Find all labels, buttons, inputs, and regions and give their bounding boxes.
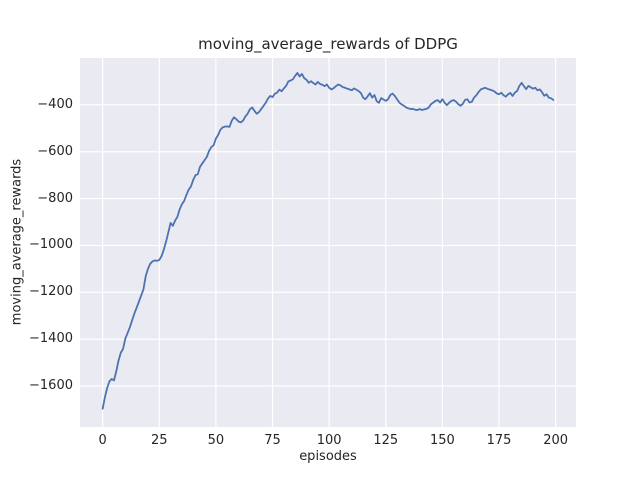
x-tick-label: 125 — [373, 433, 399, 448]
x-tick-label: 175 — [486, 433, 512, 448]
x-tick-label: 200 — [543, 433, 569, 448]
y-tick-label: −600 — [37, 143, 73, 159]
x-tick-label: 150 — [429, 433, 455, 448]
plot-area — [80, 58, 576, 427]
y-tick-label: −1200 — [29, 284, 73, 300]
x-axis-label: episodes — [299, 449, 357, 464]
x-tick-label: 100 — [316, 433, 342, 448]
x-tick-label: 75 — [264, 433, 281, 448]
y-tick-label: −400 — [37, 96, 73, 112]
y-axis-label: moving_average_rewards — [9, 158, 25, 326]
series-line-moving_average_rewards — [101, 72, 555, 410]
y-tick-label: −1600 — [29, 378, 73, 393]
x-tick-label: 25 — [150, 433, 168, 448]
x-tick-label: 0 — [98, 433, 107, 448]
x-tick-label: 50 — [207, 433, 225, 448]
chart-title: moving_average_rewards of DDPG — [198, 35, 458, 53]
y-tick-label: −1400 — [29, 331, 73, 347]
y-tick-label: −1000 — [29, 237, 73, 253]
plot-svg — [80, 58, 576, 427]
y-tick-label: −800 — [37, 190, 73, 206]
